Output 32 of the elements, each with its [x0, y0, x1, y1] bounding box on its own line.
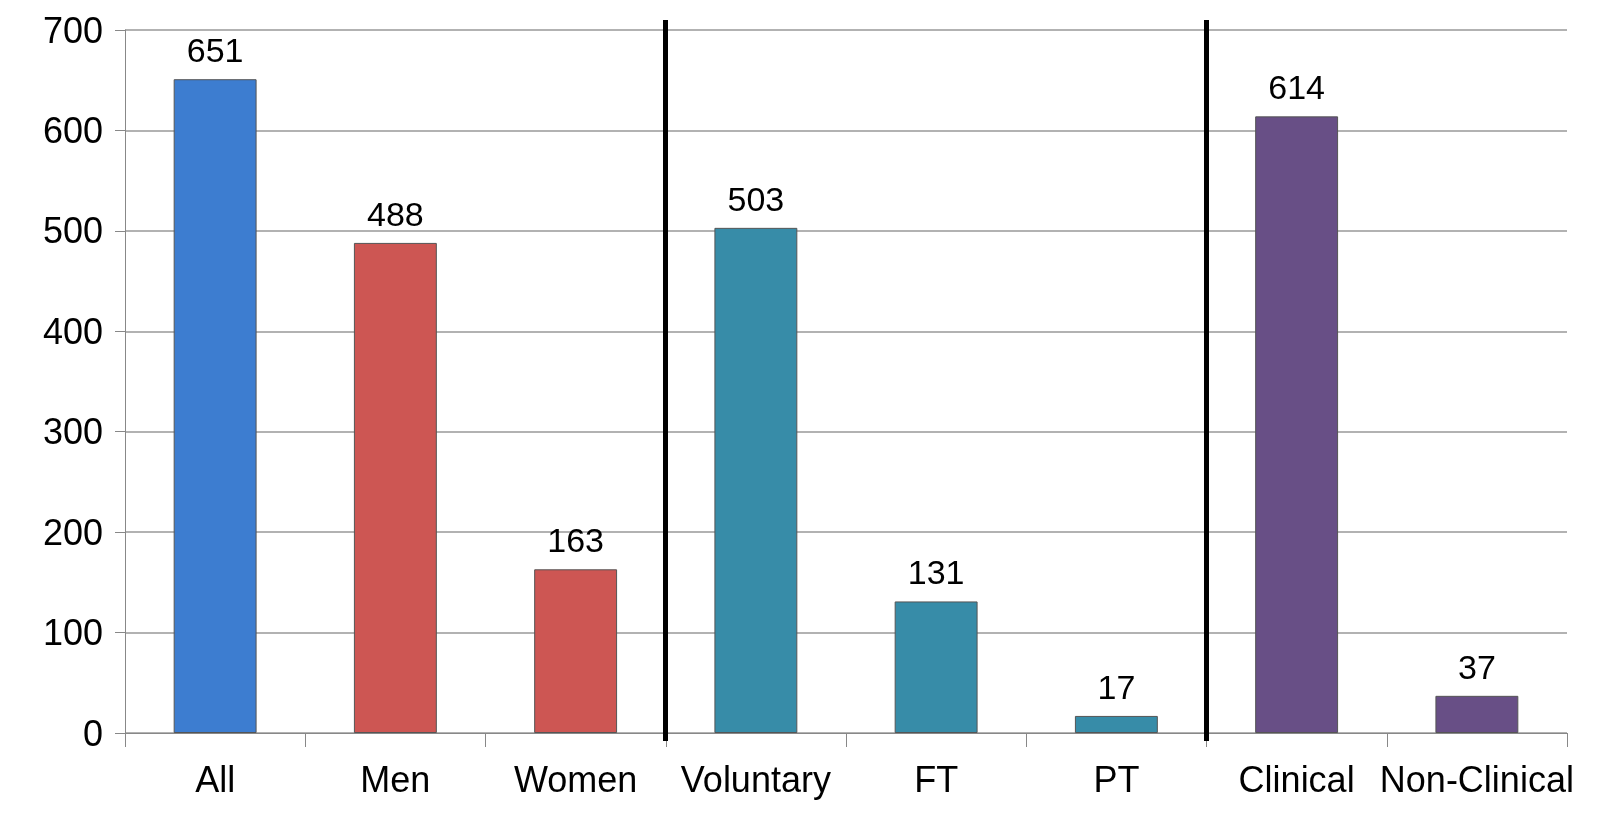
x-tick-label: FT — [914, 758, 959, 800]
data-label: 163 — [547, 521, 604, 560]
y-tick-label: 0 — [82, 712, 103, 754]
data-label: 614 — [1268, 68, 1325, 107]
bar — [173, 79, 257, 733]
x-tick-label: Voluntary — [680, 758, 831, 800]
data-label: 37 — [1457, 647, 1496, 686]
bar — [714, 227, 798, 733]
x-tick-label: Clinical — [1238, 758, 1355, 800]
data-label: 651 — [186, 31, 244, 70]
y-tick-label: 700 — [42, 9, 103, 51]
x-tick-label: Women — [513, 758, 638, 800]
y-tick-label: 300 — [42, 411, 103, 453]
bar — [1255, 116, 1339, 733]
bar — [534, 569, 618, 733]
y-tick-label: 600 — [42, 109, 103, 151]
data-label: 503 — [727, 179, 785, 218]
x-tick-label: All — [195, 758, 236, 800]
x-tick-label: PT — [1093, 758, 1140, 800]
data-label: 131 — [907, 553, 965, 592]
data-label: 17 — [1097, 667, 1136, 706]
bar — [353, 242, 437, 733]
x-tick-label: Non-Clinical — [1379, 758, 1574, 800]
bar — [1074, 715, 1158, 733]
y-tick-label: 500 — [42, 210, 103, 252]
x-tick-label: Men — [360, 758, 431, 800]
y-tick-label: 400 — [42, 310, 103, 352]
bar — [1435, 695, 1519, 733]
bar — [894, 601, 978, 733]
y-tick-label: 100 — [42, 612, 103, 654]
y-tick-label: 200 — [42, 511, 103, 553]
data-label: 488 — [367, 194, 424, 233]
